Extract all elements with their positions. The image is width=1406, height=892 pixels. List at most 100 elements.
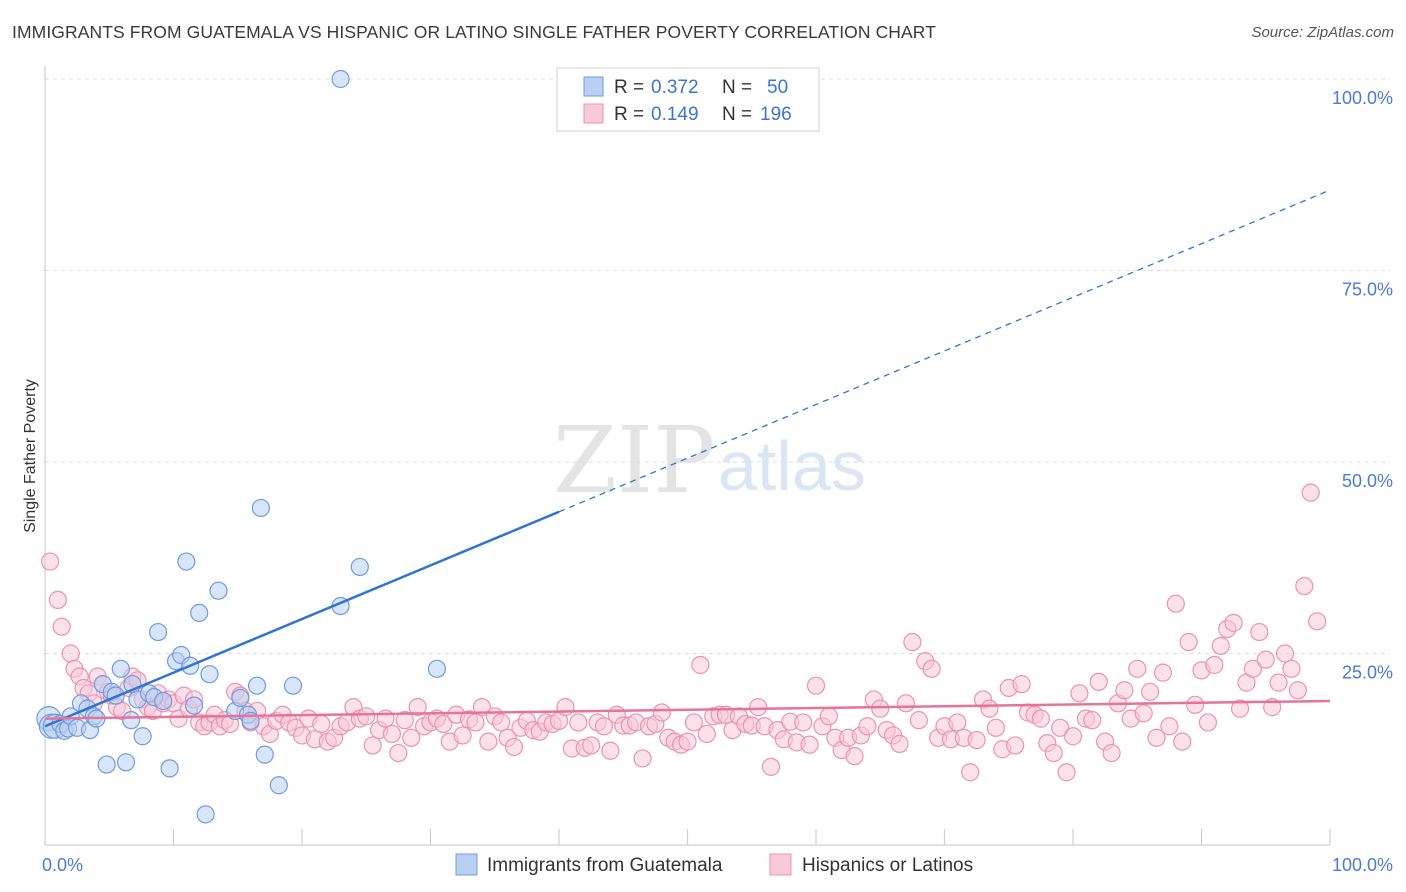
point-guatemala-32 xyxy=(184,696,204,715)
bottom-legend-swatch-hispanics xyxy=(769,853,792,876)
point-hispanics-200 xyxy=(1275,644,1295,663)
point-hispanics-197 xyxy=(1256,650,1275,669)
point-hispanics-133 xyxy=(845,747,864,766)
point-guatemala-22 xyxy=(133,727,152,746)
point-hispanics-88 xyxy=(556,698,575,717)
point-guatemala-44 xyxy=(269,776,288,795)
point-hispanics-50 xyxy=(312,714,331,734)
source-label: Source: ZipAtlas.com xyxy=(1251,24,1394,41)
point-hispanics-100 xyxy=(633,749,652,768)
point-hispanics-2 xyxy=(52,617,71,636)
point-guatemala-43 xyxy=(255,745,274,764)
top-legend: R = 0.372 N = 50 R = 0.149 N = 196 xyxy=(556,67,820,132)
point-hispanics-141 xyxy=(896,694,916,713)
point-hispanics-178 xyxy=(1134,704,1153,723)
point-hispanics-63 xyxy=(395,711,414,730)
point-hispanics-142 xyxy=(903,632,922,652)
point-hispanics-151 xyxy=(961,763,980,782)
x-tick-label-1: 100.0% xyxy=(1332,855,1393,875)
point-hispanics-166 xyxy=(1057,763,1076,782)
point-hispanics-168 xyxy=(1070,684,1089,703)
grid xyxy=(45,78,1390,654)
point-hispanics-135 xyxy=(858,717,877,736)
point-hispanics-74 xyxy=(466,713,485,732)
point-hispanics-57 xyxy=(357,707,376,726)
watermark-atlas: atlas xyxy=(718,427,866,505)
point-hispanics-199 xyxy=(1269,673,1288,692)
legend-n-value-2: 196 xyxy=(760,104,792,125)
point-hispanics-171 xyxy=(1089,672,1108,691)
legend-n-value-1: 50 xyxy=(767,77,788,98)
point-guatemala-42 xyxy=(251,498,270,518)
bottom-legend-label-guatemala: Immigrants from Guatemala xyxy=(487,855,723,876)
legend-r-value-2: 0.149 xyxy=(651,104,699,125)
legend-swatch-guatemala xyxy=(583,76,604,97)
point-hispanics-167 xyxy=(1063,727,1083,746)
point-hispanics-196 xyxy=(1250,622,1269,642)
bottom-legend-swatch-guatemala xyxy=(455,853,478,876)
point-hispanics-184 xyxy=(1173,732,1192,751)
point-hispanics-190 xyxy=(1211,636,1230,655)
point-hispanics-175 xyxy=(1115,681,1134,700)
legend-r-value-1: 0.372 xyxy=(651,77,699,98)
point-hispanics-137 xyxy=(871,699,890,718)
bottom-legend-label-hispanics: Hispanics or Latinos xyxy=(802,855,973,876)
trend-guatemala-dashed xyxy=(558,189,1331,513)
point-hispanics-152 xyxy=(967,730,986,750)
point-guatemala-34 xyxy=(196,805,215,824)
point-guatemala-33 xyxy=(190,603,209,623)
trend-hispanics xyxy=(44,699,1331,720)
point-hispanics-61 xyxy=(382,724,402,744)
point-hispanics-205 xyxy=(1308,612,1327,631)
point-hispanics-95 xyxy=(601,741,620,760)
point-hispanics-201 xyxy=(1282,659,1301,678)
point-hispanics-90 xyxy=(569,713,588,732)
point-hispanics-129 xyxy=(819,707,838,726)
point-hispanics-145 xyxy=(922,659,941,678)
series-hispanics-points xyxy=(41,483,1327,782)
point-hispanics-181 xyxy=(1153,663,1173,682)
point-hispanics-58 xyxy=(363,736,382,755)
bottom-legend: Immigrants from Guatemala Hispanics or L… xyxy=(455,853,973,876)
point-hispanics-204 xyxy=(1301,483,1320,502)
legend-n-label-2: N = xyxy=(722,104,752,125)
point-guatemala-26 xyxy=(154,691,173,711)
point-hispanics-64 xyxy=(402,728,421,747)
point-hispanics-158 xyxy=(1006,736,1025,755)
point-guatemala-45 xyxy=(283,676,303,695)
point-hispanics-186 xyxy=(1185,695,1205,714)
trend-lines xyxy=(44,189,1331,728)
point-hispanics-154 xyxy=(980,699,999,718)
point-guatemala-17 xyxy=(111,659,130,678)
point-hispanics-72 xyxy=(453,726,472,745)
y-axis-label: Single Father Poverty xyxy=(22,379,39,533)
x-tick-label-0: 0.0% xyxy=(42,855,83,875)
point-hispanics-189 xyxy=(1205,655,1224,675)
point-hispanics-110 xyxy=(697,724,716,744)
point-hispanics-76 xyxy=(479,732,498,751)
watermark-zip: ZIP xyxy=(553,407,715,514)
point-hispanics-162 xyxy=(1031,709,1050,728)
point-hispanics-183 xyxy=(1166,594,1185,613)
point-hispanics-1 xyxy=(48,590,67,609)
point-hispanics-107 xyxy=(678,732,697,751)
point-hispanics-188 xyxy=(1198,713,1218,732)
point-hispanics-125 xyxy=(794,713,813,732)
point-hispanics-193 xyxy=(1230,699,1250,718)
point-hispanics-180 xyxy=(1147,728,1166,747)
point-hispanics-170 xyxy=(1083,711,1102,730)
point-hispanics-92 xyxy=(582,736,601,755)
point-guatemala-18 xyxy=(116,753,136,772)
legend-r-label-2: R = xyxy=(614,104,644,125)
point-hispanics-127 xyxy=(806,676,826,695)
point-guatemala-38 xyxy=(231,688,250,708)
point-hispanics-103 xyxy=(652,703,671,722)
point-hispanics-120 xyxy=(761,757,781,776)
point-guatemala-49 xyxy=(427,659,447,678)
point-hispanics-173 xyxy=(1102,743,1121,763)
point-hispanics-195 xyxy=(1243,659,1263,678)
legend-n-label-1: N = xyxy=(722,77,752,98)
point-guatemala-19 xyxy=(121,711,141,730)
point-hispanics-202 xyxy=(1288,681,1307,700)
